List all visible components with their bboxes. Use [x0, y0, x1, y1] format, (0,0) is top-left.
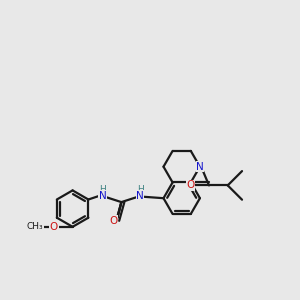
Text: CH₃: CH₃ [27, 222, 44, 231]
Text: O: O [50, 222, 58, 232]
Text: H: H [99, 185, 106, 194]
Text: N: N [99, 190, 106, 201]
Text: N: N [136, 190, 144, 201]
Text: O: O [186, 180, 194, 190]
Text: H: H [137, 185, 143, 194]
Text: N: N [196, 162, 204, 172]
Text: O: O [110, 216, 118, 226]
